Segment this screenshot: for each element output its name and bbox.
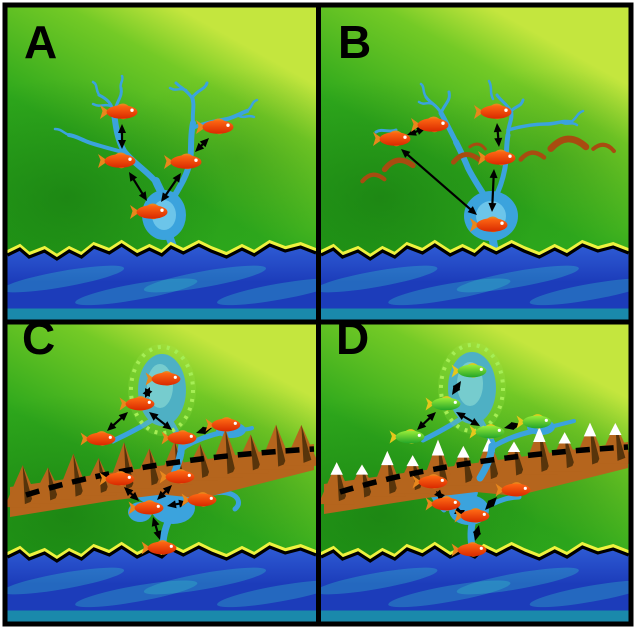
dried-stream-icon [547, 135, 590, 153]
fish-icon [98, 152, 136, 169]
panel-label: B [338, 16, 371, 68]
gene-flow-arrow-icon [161, 173, 181, 202]
lake-vegetation-fringe [439, 343, 505, 433]
fish-icon [373, 130, 411, 147]
diverged-fish-icon [516, 414, 552, 429]
diverged-fish-icon [425, 396, 461, 411]
sea [7, 547, 316, 622]
fish-icon [128, 500, 164, 515]
fish-icon [205, 417, 241, 432]
dried-stream-icon [381, 157, 416, 173]
fish-icon [454, 508, 490, 523]
fish-icon [495, 482, 531, 497]
drainage-divide-dashed-line [25, 446, 315, 498]
diverged-fish-icon [451, 363, 487, 378]
panel-label: C [22, 312, 55, 364]
fish-icon [425, 496, 461, 511]
gene-flow-arrow-icon [452, 381, 461, 395]
fish-icon [196, 118, 234, 135]
coastline [7, 243, 316, 261]
fish-icon [145, 371, 181, 386]
lake-vegetation-fringe [129, 345, 195, 435]
dried-stream-icon [360, 172, 387, 184]
gene-flow-arrow-icon [401, 149, 477, 215]
lake-fringe-glow [438, 342, 506, 434]
fish-icon [470, 216, 508, 233]
fish-icon [474, 103, 512, 120]
gene-flow-arrow-icon [118, 124, 126, 149]
sea [321, 547, 629, 622]
gene-flow-arrow-icon [142, 387, 153, 398]
coastline [7, 545, 316, 563]
gene-flow-arrow-icon [149, 412, 172, 430]
gene-flow-arrow-icon [195, 138, 209, 152]
fish-icon [181, 492, 217, 507]
shoreline-sand [321, 239, 629, 260]
fish-icon [80, 431, 116, 446]
fish-icon [164, 153, 202, 170]
panel-b: B [321, 7, 629, 320]
diverged-fish-icon [389, 429, 425, 444]
diverged-fish-icon [469, 424, 505, 439]
panel-c: C [7, 312, 316, 622]
fish-icon [130, 203, 168, 220]
sea [7, 245, 316, 320]
gene-flow-arrow-icon [472, 525, 482, 541]
shoreline-sand [7, 239, 316, 260]
gene-flow-arrow-icon [196, 426, 212, 435]
fish-icon [159, 469, 195, 484]
panel-a: A [7, 7, 316, 320]
dried-stream-icon [591, 142, 616, 154]
gene-flow-arrow-icon [456, 412, 480, 426]
dried-stream-icon [450, 152, 482, 165]
panel-label: A [24, 16, 57, 68]
gene-flow-arrow-icon [485, 497, 497, 510]
drainage-divide-dashed-line [339, 444, 629, 495]
river-network [374, 79, 585, 260]
dried-stream-icon [518, 150, 547, 162]
gene-flow-arrow-icon [124, 487, 139, 501]
gene-flow-arrow-icon [493, 123, 503, 147]
gene-flow-arrow-icon [417, 412, 436, 430]
fish-icon [141, 540, 177, 555]
dried-stream-icon [468, 142, 487, 151]
fish-icon [411, 116, 449, 133]
gene-flow-arrow-icon [129, 172, 147, 201]
panel-label: D [336, 312, 369, 364]
sea [321, 245, 629, 320]
fish-icon [100, 103, 138, 120]
fish-icon [99, 471, 135, 486]
gene-flow-arrow-icon [151, 517, 162, 540]
gene-flow-arrow-icon [488, 169, 498, 212]
fish-icon [412, 474, 448, 489]
lake-fringe-glow [128, 344, 196, 436]
gene-flow-arrow-icon [434, 489, 445, 501]
fish-icon [119, 396, 155, 411]
fish-icon [451, 542, 487, 557]
fish-icon [478, 149, 516, 166]
gene-flow-arrow-icon [107, 412, 128, 431]
panel-d: D [321, 312, 629, 622]
coastline [321, 243, 629, 261]
gene-flow-arrow-icon [157, 485, 172, 500]
fish-icon [161, 430, 197, 445]
